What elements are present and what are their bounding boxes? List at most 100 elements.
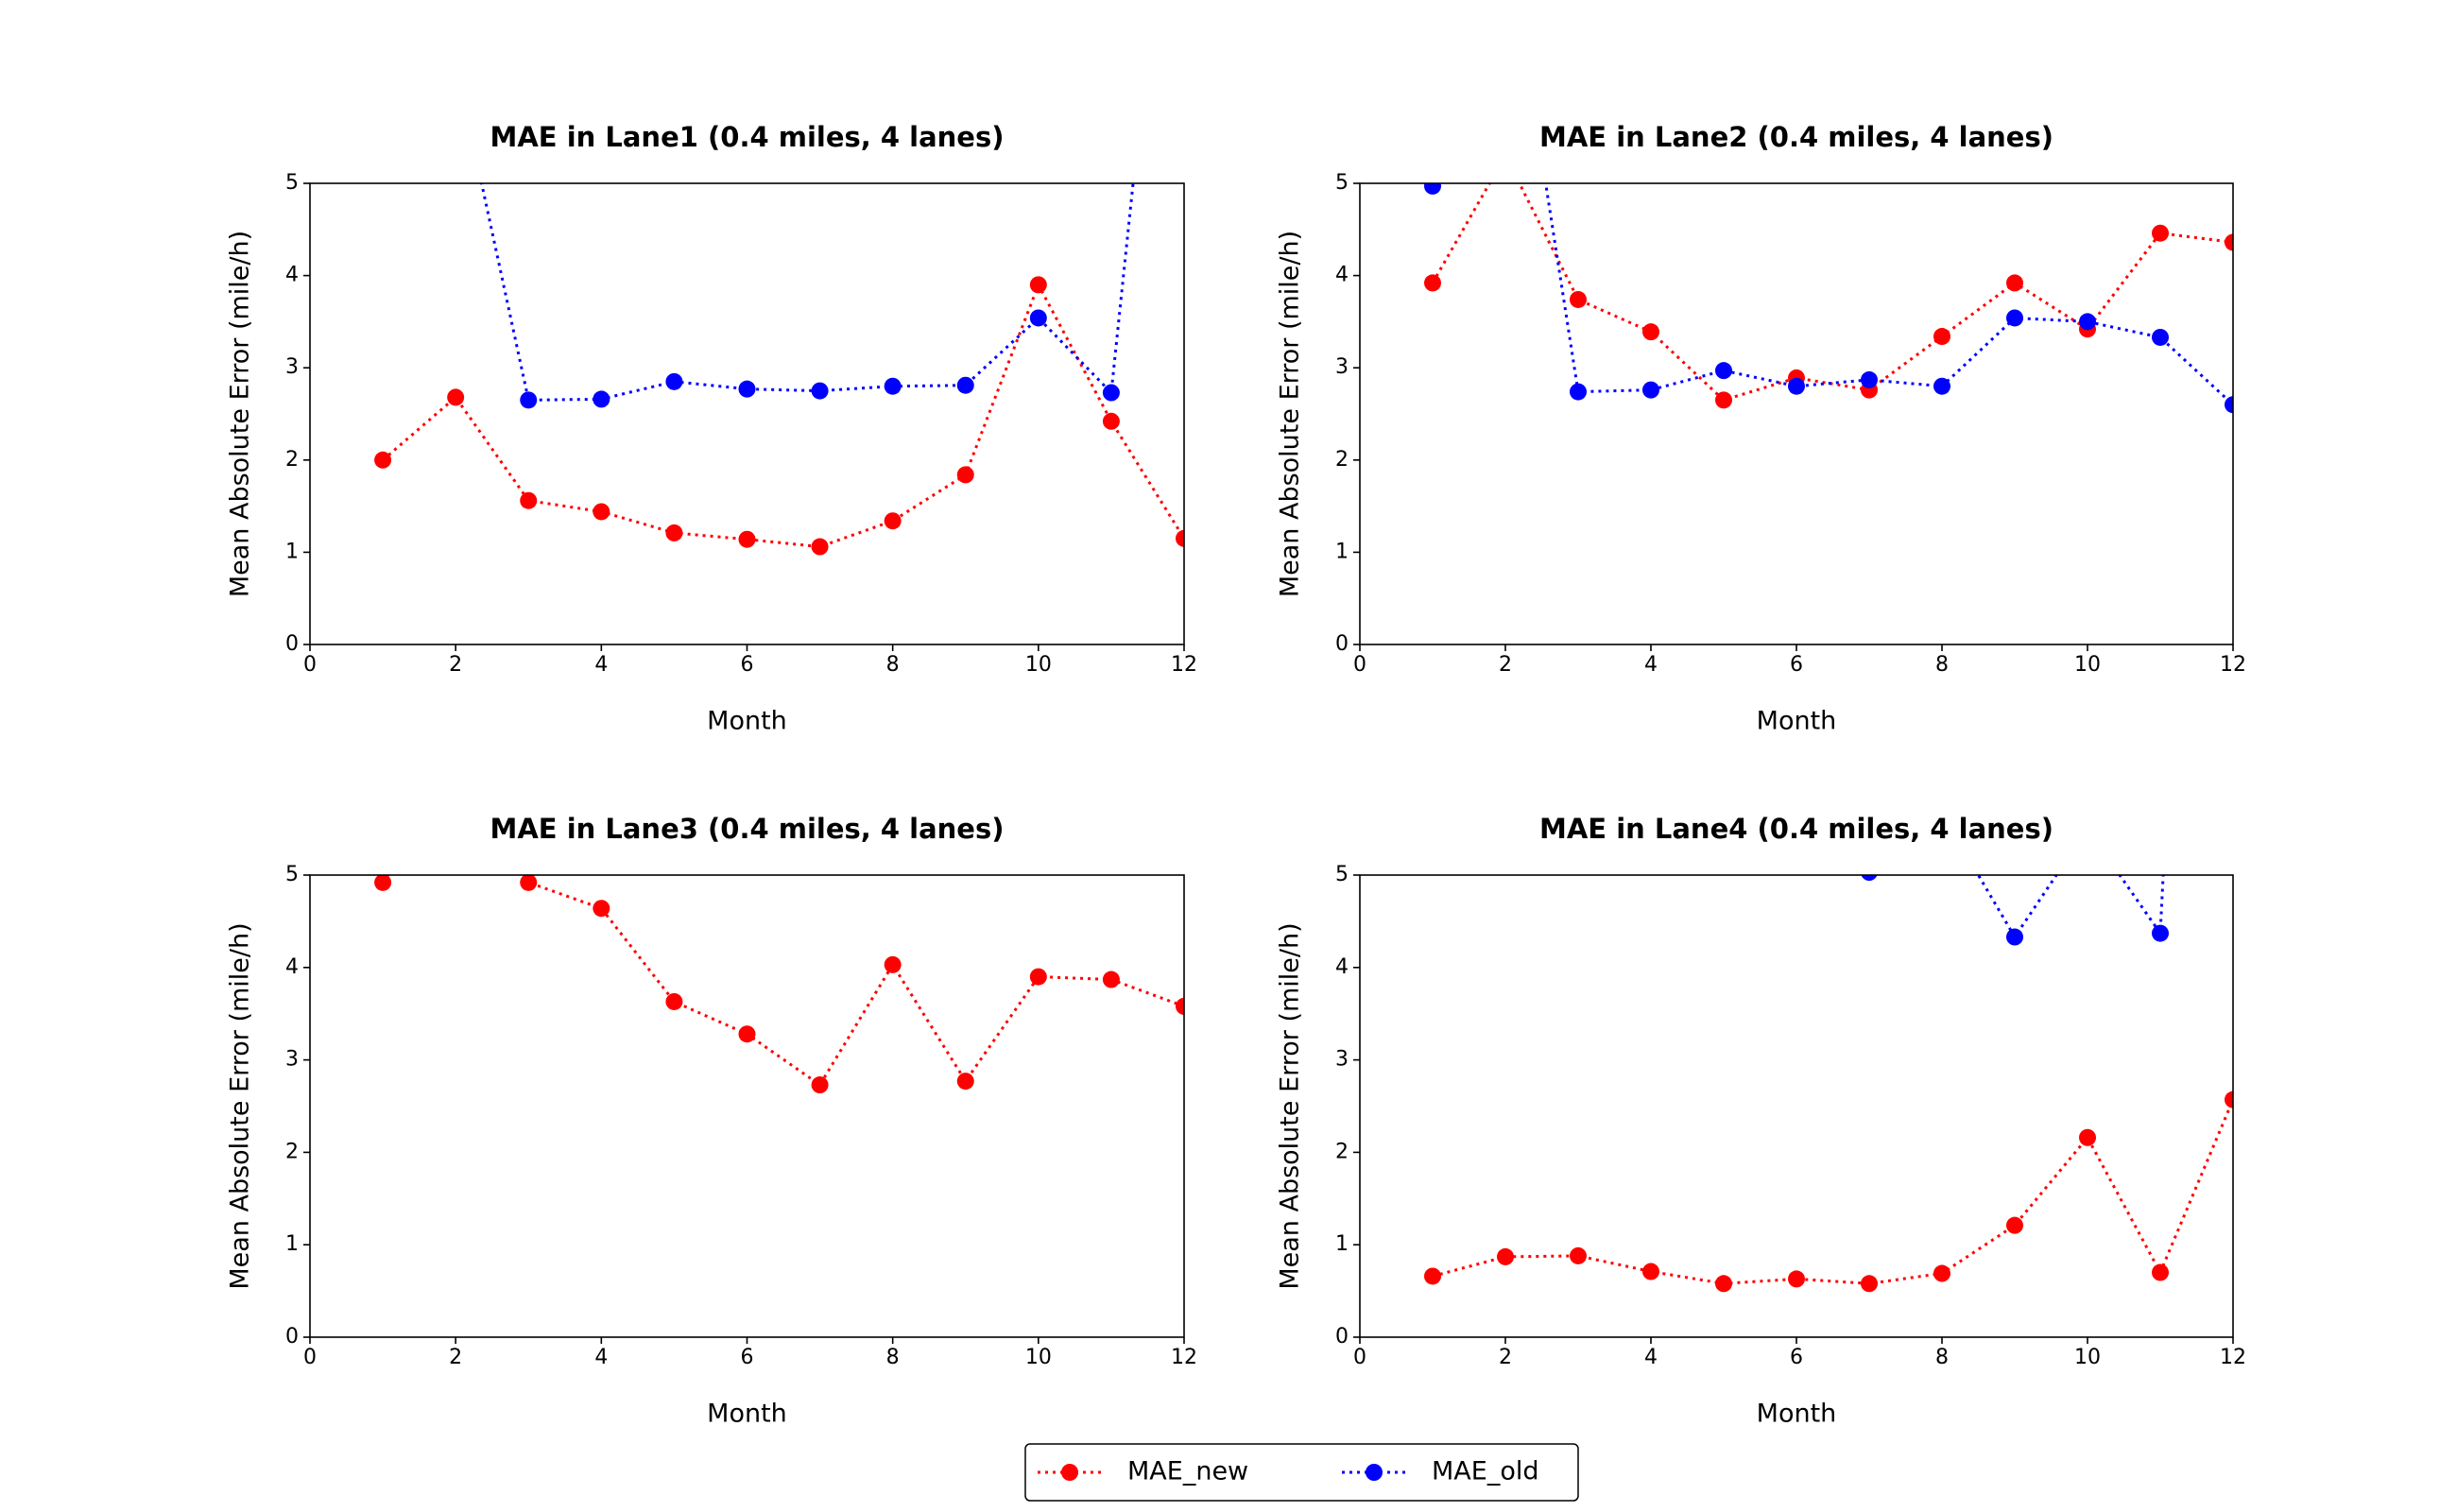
data-point xyxy=(1102,384,1120,402)
data-point xyxy=(1570,1246,1587,1264)
axes-frame xyxy=(1359,182,2234,645)
y-tick-label: 1 xyxy=(1335,540,1349,563)
axes-frame xyxy=(309,874,1185,1338)
x-tick-label: 6 xyxy=(1790,653,1803,677)
data-point xyxy=(1788,377,1805,395)
axes-frame xyxy=(1359,874,2234,1338)
legend-label: MAE_old xyxy=(1432,1457,1538,1486)
y-tick-label: 3 xyxy=(285,355,299,379)
data-point xyxy=(1861,1275,1878,1293)
legend-marker xyxy=(1366,1464,1383,1481)
data-point xyxy=(1424,1267,1441,1285)
plot-area xyxy=(374,55,1184,556)
y-axis-label: Mean Absolute Error (mile/h) xyxy=(226,922,255,1289)
y-axis-label: Mean Absolute Error (mile/h) xyxy=(1276,231,1305,597)
x-tick-label: 4 xyxy=(1644,1346,1658,1369)
data-point xyxy=(374,451,392,469)
data-point xyxy=(1715,362,1732,380)
data-point xyxy=(1861,370,1878,388)
data-point xyxy=(2006,1216,2023,1234)
y-tick-label: 0 xyxy=(285,632,299,656)
axes-frame xyxy=(309,182,1185,645)
data-point xyxy=(447,774,464,791)
x-axis-label: Month xyxy=(707,1400,787,1429)
y-tick-label: 4 xyxy=(1335,955,1349,979)
series-line xyxy=(480,183,1135,402)
x-tick-label: 12 xyxy=(2220,1346,2246,1369)
data-point xyxy=(2006,309,2023,327)
data-point xyxy=(2006,928,2023,946)
series-line xyxy=(381,875,1184,1088)
data-point xyxy=(1788,1270,1805,1288)
y-tick-label: 3 xyxy=(1335,1048,1349,1072)
y-tick-label: 5 xyxy=(1335,171,1349,195)
y-tick-label: 3 xyxy=(1335,355,1349,379)
data-point xyxy=(1933,1264,1950,1282)
data-point xyxy=(1861,875,1878,882)
data-point xyxy=(1642,323,1659,341)
x-tick-label: 4 xyxy=(1644,653,1658,677)
y-axis-label: Mean Absolute Error (mile/h) xyxy=(226,231,255,597)
series-line xyxy=(1432,1099,2233,1285)
x-tick-label: 2 xyxy=(1499,653,1512,677)
data-point xyxy=(593,900,610,918)
data-point xyxy=(1642,1263,1659,1280)
x-tick-label: 4 xyxy=(594,1346,608,1369)
data-point xyxy=(1029,276,1047,294)
data-point xyxy=(665,524,683,541)
x-tick-label: 2 xyxy=(1499,1346,1512,1369)
data-point xyxy=(884,955,902,973)
x-tick-label: 0 xyxy=(303,1346,317,1369)
chart-title: MAE in Lane1 (0.4 miles, 4 lanes) xyxy=(490,121,1004,153)
y-tick-label: 2 xyxy=(1335,1140,1349,1163)
data-point xyxy=(1029,968,1047,986)
x-tick-label: 4 xyxy=(594,653,608,677)
data-point xyxy=(738,1025,756,1043)
y-tick-label: 3 xyxy=(285,1048,299,1072)
data-point xyxy=(1176,529,1184,547)
data-point xyxy=(1102,412,1120,430)
x-tick-label: 8 xyxy=(1935,653,1949,677)
data-point xyxy=(1570,383,1587,401)
data-point xyxy=(374,875,392,891)
data-point xyxy=(665,372,683,390)
legend-frame xyxy=(1024,1443,1579,1502)
data-point xyxy=(520,391,538,409)
data-point xyxy=(2079,820,2096,837)
data-point xyxy=(738,380,756,398)
data-point xyxy=(2225,233,2233,251)
data-point xyxy=(2152,924,2169,942)
data-point xyxy=(1497,147,1514,164)
data-point xyxy=(665,992,683,1010)
x-tick-label: 10 xyxy=(2074,1346,2101,1369)
y-tick-label: 1 xyxy=(1335,1232,1349,1256)
y-tick-label: 2 xyxy=(285,1140,299,1163)
x-tick-label: 6 xyxy=(741,653,754,677)
series-line xyxy=(382,281,1184,549)
y-tick-label: 4 xyxy=(285,955,299,979)
data-point xyxy=(447,55,464,72)
data-point xyxy=(811,538,829,556)
y-tick-label: 2 xyxy=(285,448,299,472)
data-point xyxy=(2225,396,2233,414)
data-point xyxy=(1715,391,1732,409)
data-point xyxy=(1933,328,1950,346)
legend-label: MAE_new xyxy=(1127,1457,1248,1486)
x-tick-label: 10 xyxy=(1025,1346,1052,1369)
x-axis-label: Month xyxy=(1757,1400,1837,1429)
data-point xyxy=(811,382,829,400)
y-tick-label: 1 xyxy=(285,1232,299,1256)
chart-title: MAE in Lane4 (0.4 miles, 4 lanes) xyxy=(1539,813,2053,845)
series-line xyxy=(1431,183,2233,403)
series-line xyxy=(1976,875,2165,940)
data-point xyxy=(2225,1091,2233,1108)
y-tick-label: 0 xyxy=(285,1325,299,1349)
plot-area xyxy=(1424,820,2233,1293)
data-point xyxy=(1715,1275,1732,1293)
data-point xyxy=(447,388,465,406)
x-tick-label: 0 xyxy=(1353,1346,1366,1369)
